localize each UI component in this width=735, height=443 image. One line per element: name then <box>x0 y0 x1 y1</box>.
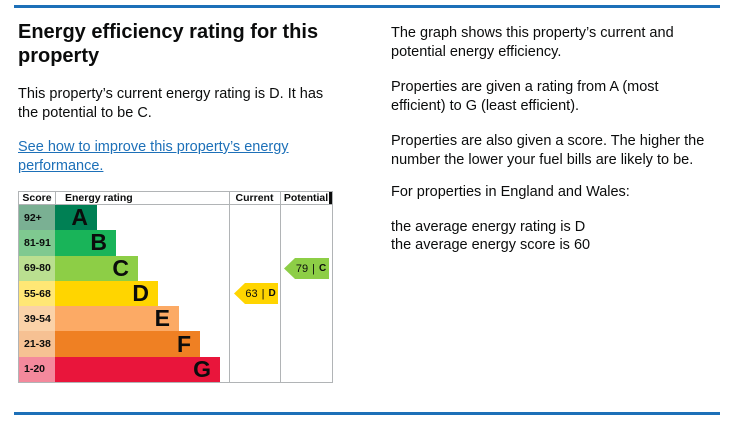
england-wales-label: For properties in England and Wales: <box>391 184 630 200</box>
potential-column-divider <box>280 192 281 382</box>
average-rating-score-text: the average energy rating is D the avera… <box>391 218 591 254</box>
band-letter-b: B <box>90 229 107 256</box>
band-bar-g: G <box>55 355 220 383</box>
score-explanation: Properties are also given a score. The h… <box>391 133 705 168</box>
top-divider <box>14 5 720 8</box>
potential-rating-letter: C <box>318 263 327 274</box>
band-letter-f: F <box>176 330 191 357</box>
current-rating-arrow: 63 | D <box>234 283 278 304</box>
band-score-d: 55-68 <box>19 280 55 307</box>
band-bar-a: A <box>55 204 97 231</box>
band-row-f: 21-38 F <box>19 330 332 357</box>
rating-explanation: Properties are given a rating from A (mo… <box>391 79 659 114</box>
band-row-d: 55-68 D <box>19 280 332 307</box>
band-row-a: 92+ A <box>19 204 332 231</box>
graph-description: The graph shows this property’s current … <box>391 25 674 60</box>
band-row-c: 69-80 C <box>19 254 332 281</box>
band-row-e: 39-54 E <box>19 305 332 332</box>
band-row-g: 1-20 G <box>19 355 332 383</box>
band-bar-f: F <box>55 330 200 357</box>
left-column: Energy efficiency rating for this proper… <box>18 20 374 175</box>
potential-rating-score: 79 <box>295 262 309 275</box>
band-score-c: 69-80 <box>19 255 55 281</box>
potential-column-header: Potential <box>283 192 329 204</box>
score-column-divider <box>55 192 56 205</box>
current-rating-separator: | <box>261 287 265 300</box>
band-score-g: 1-20 <box>19 356 55 383</box>
score-column-header: Score <box>22 192 52 204</box>
band-letter-g: G <box>193 355 211 382</box>
page-title: Energy efficiency rating for this proper… <box>18 21 319 67</box>
current-column-divider <box>229 192 230 382</box>
potential-rating-separator: | <box>312 262 315 275</box>
band-letter-d: D <box>132 280 149 307</box>
band-score-a: 92+ <box>19 205 55 231</box>
intro-text: This property’s current energy rating is… <box>18 86 324 121</box>
band-score-b: 81-91 <box>19 230 55 256</box>
potential-rating-arrow: 79 | C <box>284 258 329 279</box>
band-bar-e: E <box>55 305 179 332</box>
band-letter-e: E <box>154 305 170 332</box>
band-score-e: 39-54 <box>19 306 55 332</box>
band-letter-c: C <box>112 254 129 281</box>
energy-rating-chart: Score Energy rating Current Potential 92… <box>18 191 333 383</box>
current-column-header: Current <box>235 192 274 204</box>
improve-energy-link[interactable]: See how to improve this property’s energ… <box>18 139 289 174</box>
band-letter-a: A <box>71 204 88 231</box>
band-bar-b: B <box>55 229 116 256</box>
chart-header: Score Energy rating Current Potential <box>19 192 332 205</box>
band-bar-c: C <box>55 254 138 281</box>
bottom-divider <box>14 412 720 415</box>
band-score-f: 21-38 <box>19 331 55 357</box>
potential-header-caret <box>329 192 332 204</box>
current-rating-letter: D <box>268 288 276 299</box>
energy-rating-column-header: Energy rating <box>65 192 133 204</box>
current-rating-score: 63 <box>245 287 258 300</box>
band-row-b: 81-91 B <box>19 229 332 256</box>
band-bar-d: D <box>55 280 158 307</box>
right-column: The graph shows this property’s current … <box>391 24 735 255</box>
